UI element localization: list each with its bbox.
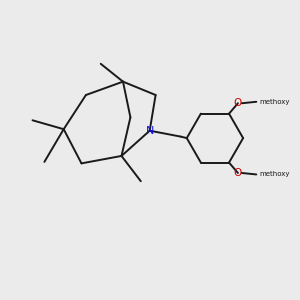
Text: N: N <box>146 126 154 136</box>
Text: methoxy: methoxy <box>260 99 290 105</box>
Text: methoxy: methoxy <box>260 172 290 178</box>
Text: O: O <box>234 98 242 108</box>
Text: O: O <box>234 168 242 178</box>
